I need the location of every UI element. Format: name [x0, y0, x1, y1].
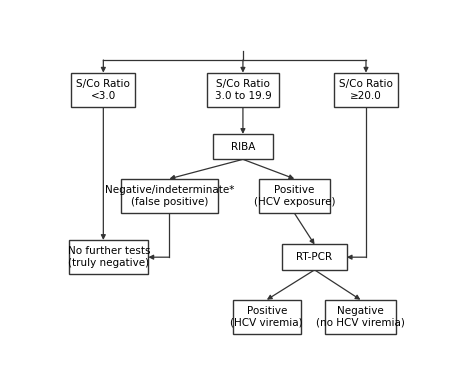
Text: S/Co Ratio
<3.0: S/Co Ratio <3.0	[76, 79, 130, 100]
Text: Positive
(HCV exposure): Positive (HCV exposure)	[254, 185, 335, 207]
FancyBboxPatch shape	[71, 73, 136, 107]
FancyBboxPatch shape	[325, 300, 396, 334]
Text: RT-PCR: RT-PCR	[297, 252, 333, 262]
FancyBboxPatch shape	[233, 300, 301, 334]
FancyBboxPatch shape	[69, 240, 148, 274]
FancyBboxPatch shape	[213, 134, 273, 159]
FancyBboxPatch shape	[258, 179, 330, 213]
Text: Negative/indeterminate*
(false positive): Negative/indeterminate* (false positive)	[105, 185, 234, 207]
FancyBboxPatch shape	[334, 73, 398, 107]
Text: S/Co Ratio
3.0 to 19.9: S/Co Ratio 3.0 to 19.9	[215, 79, 271, 100]
Text: Positive
(HCV viremia): Positive (HCV viremia)	[230, 306, 303, 328]
FancyBboxPatch shape	[121, 179, 218, 213]
Text: S/Co Ratio
≥20.0: S/Co Ratio ≥20.0	[339, 79, 393, 100]
Text: No further tests
(truly negative): No further tests (truly negative)	[68, 246, 150, 268]
Text: Negative
(no HCV viremia): Negative (no HCV viremia)	[316, 306, 405, 328]
FancyBboxPatch shape	[207, 73, 279, 107]
FancyBboxPatch shape	[283, 244, 346, 270]
Text: RIBA: RIBA	[231, 142, 255, 152]
